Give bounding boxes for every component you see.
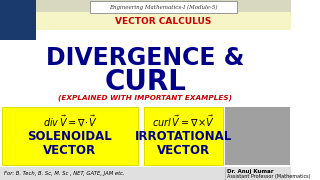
- Text: DIVERGENCE &: DIVERGENCE &: [46, 46, 244, 70]
- FancyBboxPatch shape: [91, 1, 237, 12]
- Text: Dr. Anuj Kumar: Dr. Anuj Kumar: [227, 168, 274, 174]
- Bar: [225, 107, 290, 165]
- Text: Assistant Professor (Mathematics): Assistant Professor (Mathematics): [227, 174, 311, 179]
- Text: $curl\,\vec{V} = \nabla\!\times\!\vec{V}$: $curl\,\vec{V} = \nabla\!\times\!\vec{V}…: [152, 114, 215, 128]
- Text: IRROTATIONAL: IRROTATIONAL: [134, 130, 232, 143]
- Bar: [0, 167, 291, 180]
- Text: $div\,\vec{V} = \nabla\!\cdot\!\vec{V}$: $div\,\vec{V} = \nabla\!\cdot\!\vec{V}$: [43, 114, 97, 128]
- Bar: [36, 12, 291, 30]
- Text: SOLENOIDAL: SOLENOIDAL: [28, 130, 112, 143]
- Bar: [2, 107, 138, 165]
- Bar: [0, 0, 36, 40]
- Text: Engineering Mathematics-I (Module-5): Engineering Mathematics-I (Module-5): [109, 4, 218, 10]
- Text: VECTOR CALCULUS: VECTOR CALCULUS: [115, 17, 212, 26]
- Text: VECTOR: VECTOR: [156, 145, 210, 158]
- Bar: [36, 0, 291, 12]
- Text: VECTOR: VECTOR: [44, 145, 97, 158]
- Text: CURL: CURL: [104, 68, 186, 96]
- Bar: [144, 107, 223, 165]
- Text: (EXPLAINED WITH IMPORTANT EXAMPLES): (EXPLAINED WITH IMPORTANT EXAMPLES): [58, 95, 232, 101]
- Text: For: B. Tech, B. Sc, M. Sc , NET, GATE, JAM etc.: For: B. Tech, B. Sc, M. Sc , NET, GATE, …: [4, 171, 124, 176]
